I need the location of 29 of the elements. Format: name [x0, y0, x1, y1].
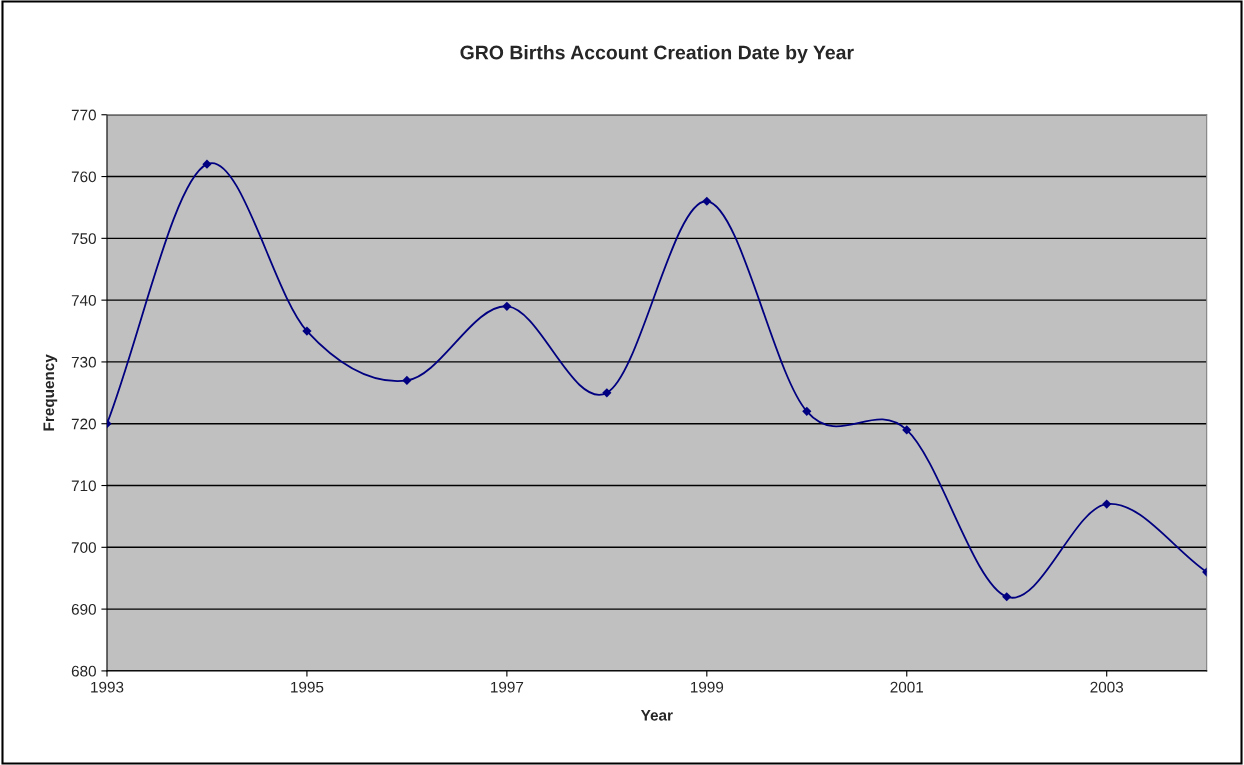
y-tick-label: 730 — [71, 356, 96, 368]
point — [902, 425, 912, 435]
y-tick-label: 770 — [71, 109, 96, 121]
x-tick-label: 1993 — [91, 681, 124, 693]
x-tick-label: 1995 — [291, 681, 324, 693]
y-tick-label: 710 — [71, 480, 96, 492]
y-tick-label: 700 — [71, 542, 96, 553]
y-tick-label: 760 — [71, 171, 96, 183]
point — [402, 375, 412, 386]
x-tick-label: 1997 — [491, 681, 524, 693]
point — [202, 159, 212, 169]
y-axis-title: Frequency — [43, 354, 58, 431]
x-tick-label: 2003 — [1090, 681, 1124, 693]
point — [802, 406, 812, 416]
y-tick-label: 740 — [71, 295, 96, 306]
point — [602, 388, 612, 398]
y-tick-label: 720 — [71, 418, 96, 430]
y-tick-label: 750 — [71, 233, 96, 245]
x-tick-label: 2001 — [890, 681, 924, 693]
y-tick-label: 690 — [71, 603, 96, 615]
point — [702, 196, 712, 206]
x-tick-label: 1999 — [690, 681, 724, 693]
chart-title: GRO Births Account Creation Date by Year — [460, 45, 854, 64]
point — [502, 301, 512, 311]
point — [302, 326, 312, 336]
y-tick-label: 680 — [71, 665, 96, 677]
x-axis-title: Year — [640, 710, 673, 721]
point — [1102, 499, 1112, 509]
point — [1002, 592, 1012, 602]
